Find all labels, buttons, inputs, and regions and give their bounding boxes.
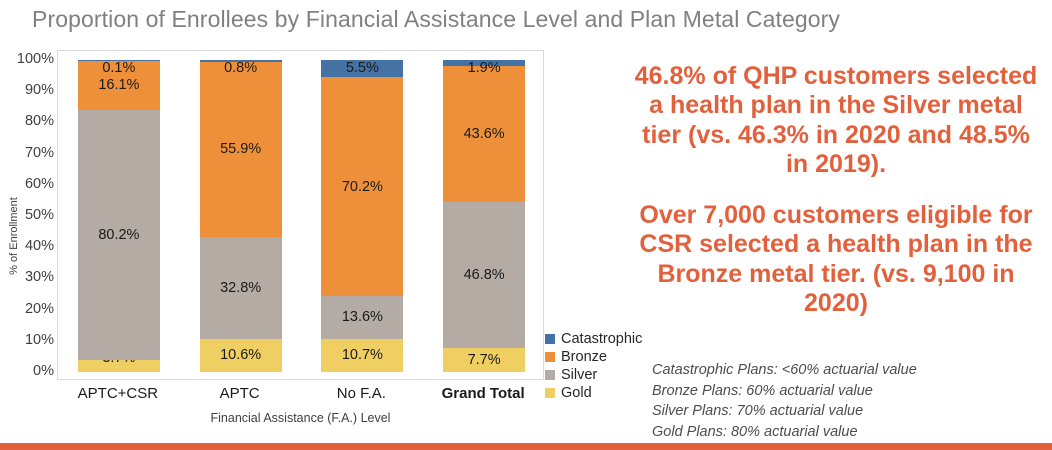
bar-segment-silver [77,110,160,361]
legend-label: Gold [561,385,592,401]
chart-legend: Catastrophic Bronze Silver Gold [545,330,655,402]
bar-group: 7.7% 46.8% 43.6% 1.9% [443,60,526,372]
bottom-accent-rule [0,443,1052,450]
y-tick-label: 20% [24,300,54,317]
legend-swatch-icon [545,334,555,344]
y-tick-label: 40% [24,238,54,255]
legend-swatch-icon [545,352,555,362]
footnote-line-4: Gold Plans: 80% actuarial value [652,423,858,440]
legend-item-bronze[interactable]: Bronze [545,348,655,366]
bar-segment-silver [199,236,282,339]
bar-segment-catastrophic [443,60,526,66]
y-tick-label: 60% [24,175,54,192]
x-category-label: APTC [219,385,260,402]
legend-label: Silver [561,367,598,383]
y-tick-label: 10% [24,331,54,348]
footnote-line-2: Bronze Plans: 60% actuarial value [652,382,873,399]
bar-group: 10.7% 13.6% 70.2% 5.5% [321,60,404,372]
bar-segment-bronze [199,62,282,237]
callout-text-1: 46.8% of QHP customers selected a health… [634,62,1038,178]
plot-area: 3.7%80.2%16.1%0.1% 10.6%32.8%55.9%0.8% 10.… [57,50,544,380]
y-tick-label: 90% [24,82,54,99]
legend-item-gold[interactable]: Gold [545,384,655,402]
footnote-block: Catastrophic Plans: <60% actuarial value… [652,360,1052,442]
plot-inner: 3.7%80.2%16.1%0.1% 10.6%32.8%55.9%0.8% 10.… [58,59,543,372]
callout-text-2: Over 7,000 customers eligible for CSR se… [639,201,1033,317]
bar-segment-silver [443,201,526,348]
y-axis-ticks: 0% 10% 20% 30% 40% 50% 60% 70% 80% 90% 100% [8,51,58,379]
x-category-label: APTC+CSR [77,385,159,402]
bar-segment-catastrophic [199,59,282,63]
y-tick-label: 100% [16,51,54,67]
bar-segment-bronze [77,60,160,111]
bar-segment-catastrophic [321,60,404,78]
x-category-label: No F.A. [336,385,386,402]
bar-segment-gold [199,338,282,372]
bar-segment-silver [321,296,404,339]
x-axis-category-labels: APTC+CSR APTC No F.A. Grand Total [57,385,544,407]
x-axis-title: Financial Assistance (F.A.) Level [210,411,391,425]
legend-label: Bronze [561,349,607,365]
y-tick-label: 70% [24,144,54,161]
y-tick-label: 50% [24,207,54,223]
x-category-label: Grand Total [441,385,525,402]
legend-swatch-icon [545,370,555,380]
y-tick-label: 0% [33,363,54,379]
y-tick-label: 80% [24,113,54,130]
stacked-bar-chart: % of Enrollment 0% 10% 20% 30% 40% 50% 60% 70% 8… [0,45,620,445]
bar-group: 10.6% 32.8% 55.9% 0.8% [199,59,282,372]
legend-item-catastrophic[interactable]: Catastrophic [545,330,655,348]
bar-segment-bronze [321,77,404,297]
page-title: Proportion of Enrollees by Financial Ass… [32,6,841,32]
legend-item-silver[interactable]: Silver [545,366,655,384]
callout-block: 46.8% of QHP customers selected a health… [630,62,1042,318]
bar-segment-gold [443,347,526,372]
legend-label: Catastrophic [561,331,643,347]
bar-group: 3.7%80.2%16.1%0.1% [77,59,160,372]
bar-segment-gold [321,338,404,372]
bar-segment-bronze [443,65,526,202]
footnote-line-1: Catastrophic Plans: <60% actuarial value [652,362,917,378]
y-tick-label: 30% [24,269,54,286]
legend-swatch-icon [545,388,555,398]
bar-segment-gold [77,360,160,372]
footnote-line-3: Silver Plans: 70% actuarial value [652,403,864,420]
